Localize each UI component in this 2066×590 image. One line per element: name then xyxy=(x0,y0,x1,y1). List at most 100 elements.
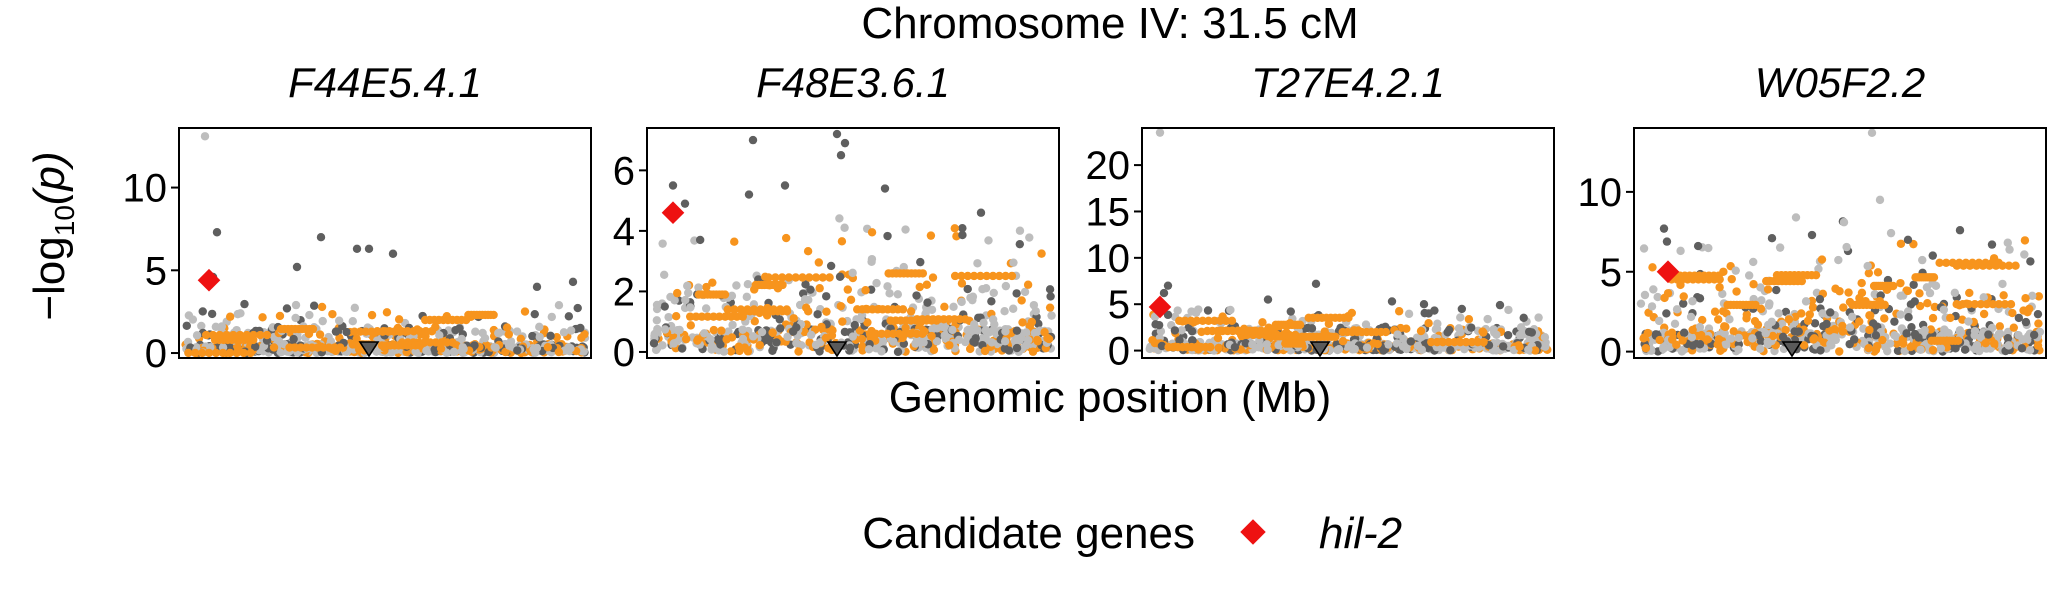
x-axis-label: Genomic position (Mb) xyxy=(889,373,1332,422)
snp-point xyxy=(1311,279,1321,289)
snp-point xyxy=(1498,342,1508,351)
snp-point xyxy=(715,312,724,321)
snp-point xyxy=(927,331,936,341)
snp-point xyxy=(987,297,996,306)
snp-point xyxy=(328,309,337,319)
snp-point xyxy=(1734,333,1743,343)
snp-point xyxy=(1807,230,1817,240)
snp-point xyxy=(1991,261,2001,270)
snp-point xyxy=(867,228,877,237)
snp-point xyxy=(200,132,210,141)
snp-point xyxy=(1867,128,1877,137)
snp-point xyxy=(1031,307,1040,316)
snp-point xyxy=(2000,299,2010,309)
snp-point xyxy=(471,327,480,336)
snp-point xyxy=(684,288,693,298)
snp-point xyxy=(918,329,927,338)
snp-point xyxy=(1763,337,1772,347)
snp-point xyxy=(336,343,345,352)
snp-point xyxy=(1192,316,1202,326)
snp-point xyxy=(730,237,739,246)
snp-point xyxy=(1483,314,1492,324)
snp-point xyxy=(838,317,847,326)
snp-point xyxy=(686,303,695,312)
snp-point xyxy=(1888,281,1898,291)
snp-point xyxy=(1928,251,1937,260)
snp-point xyxy=(1839,218,1849,227)
snp-point xyxy=(1838,321,1847,331)
snp-point xyxy=(1157,341,1167,351)
snp-point xyxy=(883,329,892,338)
snp-point xyxy=(577,333,586,343)
snp-point xyxy=(1659,224,1669,233)
snp-point xyxy=(826,261,836,271)
snp-point xyxy=(822,307,831,316)
snp-point xyxy=(504,330,513,339)
snp-point xyxy=(2029,330,2039,340)
snp-point xyxy=(1214,343,1223,353)
snp-point xyxy=(1015,336,1024,345)
snp-point xyxy=(331,327,341,336)
snp-point xyxy=(1904,312,1913,322)
snp-point xyxy=(701,304,711,313)
snp-point xyxy=(461,315,471,325)
snp-point xyxy=(743,280,753,289)
snp-point xyxy=(573,303,582,313)
snp-point xyxy=(1662,309,1671,318)
snp-point xyxy=(1286,307,1295,316)
snp-point xyxy=(912,329,921,338)
snp-point xyxy=(928,273,938,282)
snp-point xyxy=(1915,289,1924,298)
snp-point xyxy=(800,295,810,304)
snp-point xyxy=(1198,316,1207,326)
peak-marker-triangle xyxy=(826,341,848,358)
snp-point xyxy=(1387,297,1397,306)
snp-point xyxy=(1801,297,1811,306)
snp-point xyxy=(1999,291,2008,300)
snp-point xyxy=(421,327,431,336)
snp-point xyxy=(798,273,807,282)
snp-point xyxy=(1869,319,1878,328)
snp-point xyxy=(1175,336,1184,345)
snp-point xyxy=(727,291,737,301)
snp-point xyxy=(857,334,867,344)
y-tick-label: 0 xyxy=(1600,331,1622,375)
snp-point xyxy=(1761,329,1770,338)
snp-point xyxy=(1744,271,1754,280)
snp-point xyxy=(256,330,265,340)
snp-point xyxy=(415,341,424,350)
snp-point xyxy=(367,310,377,320)
snp-point xyxy=(1886,228,1896,238)
snp-point xyxy=(919,338,928,347)
snp-point xyxy=(1702,335,1712,344)
snp-point xyxy=(1262,340,1271,349)
snp-point xyxy=(2003,334,2013,343)
snp-point xyxy=(1226,305,1235,315)
snp-point xyxy=(1794,327,1803,336)
snp-point xyxy=(1170,326,1180,335)
snp-point xyxy=(315,330,325,339)
snp-point xyxy=(691,312,701,321)
snp-point xyxy=(1748,334,1757,343)
snp-point xyxy=(685,312,695,321)
snp-point xyxy=(2026,257,2035,266)
snp-point xyxy=(275,311,285,321)
snp-point xyxy=(1438,337,1448,347)
snp-point xyxy=(1492,330,1501,339)
snp-point xyxy=(1678,336,1687,345)
snp-point xyxy=(1362,343,1372,352)
snp-point xyxy=(1151,320,1160,329)
snp-point xyxy=(1416,326,1426,336)
snp-point xyxy=(1187,327,1197,336)
snp-point xyxy=(861,286,870,295)
snp-point xyxy=(814,258,824,267)
snp-point xyxy=(1939,305,1949,314)
snp-point xyxy=(1221,316,1231,326)
snp-point xyxy=(927,305,937,314)
snp-point xyxy=(1844,288,1853,297)
snp-point xyxy=(1950,288,1960,298)
snp-point xyxy=(1791,312,1800,322)
snp-point xyxy=(1864,344,1873,353)
snp-point xyxy=(409,327,418,336)
snp-point xyxy=(963,284,972,294)
